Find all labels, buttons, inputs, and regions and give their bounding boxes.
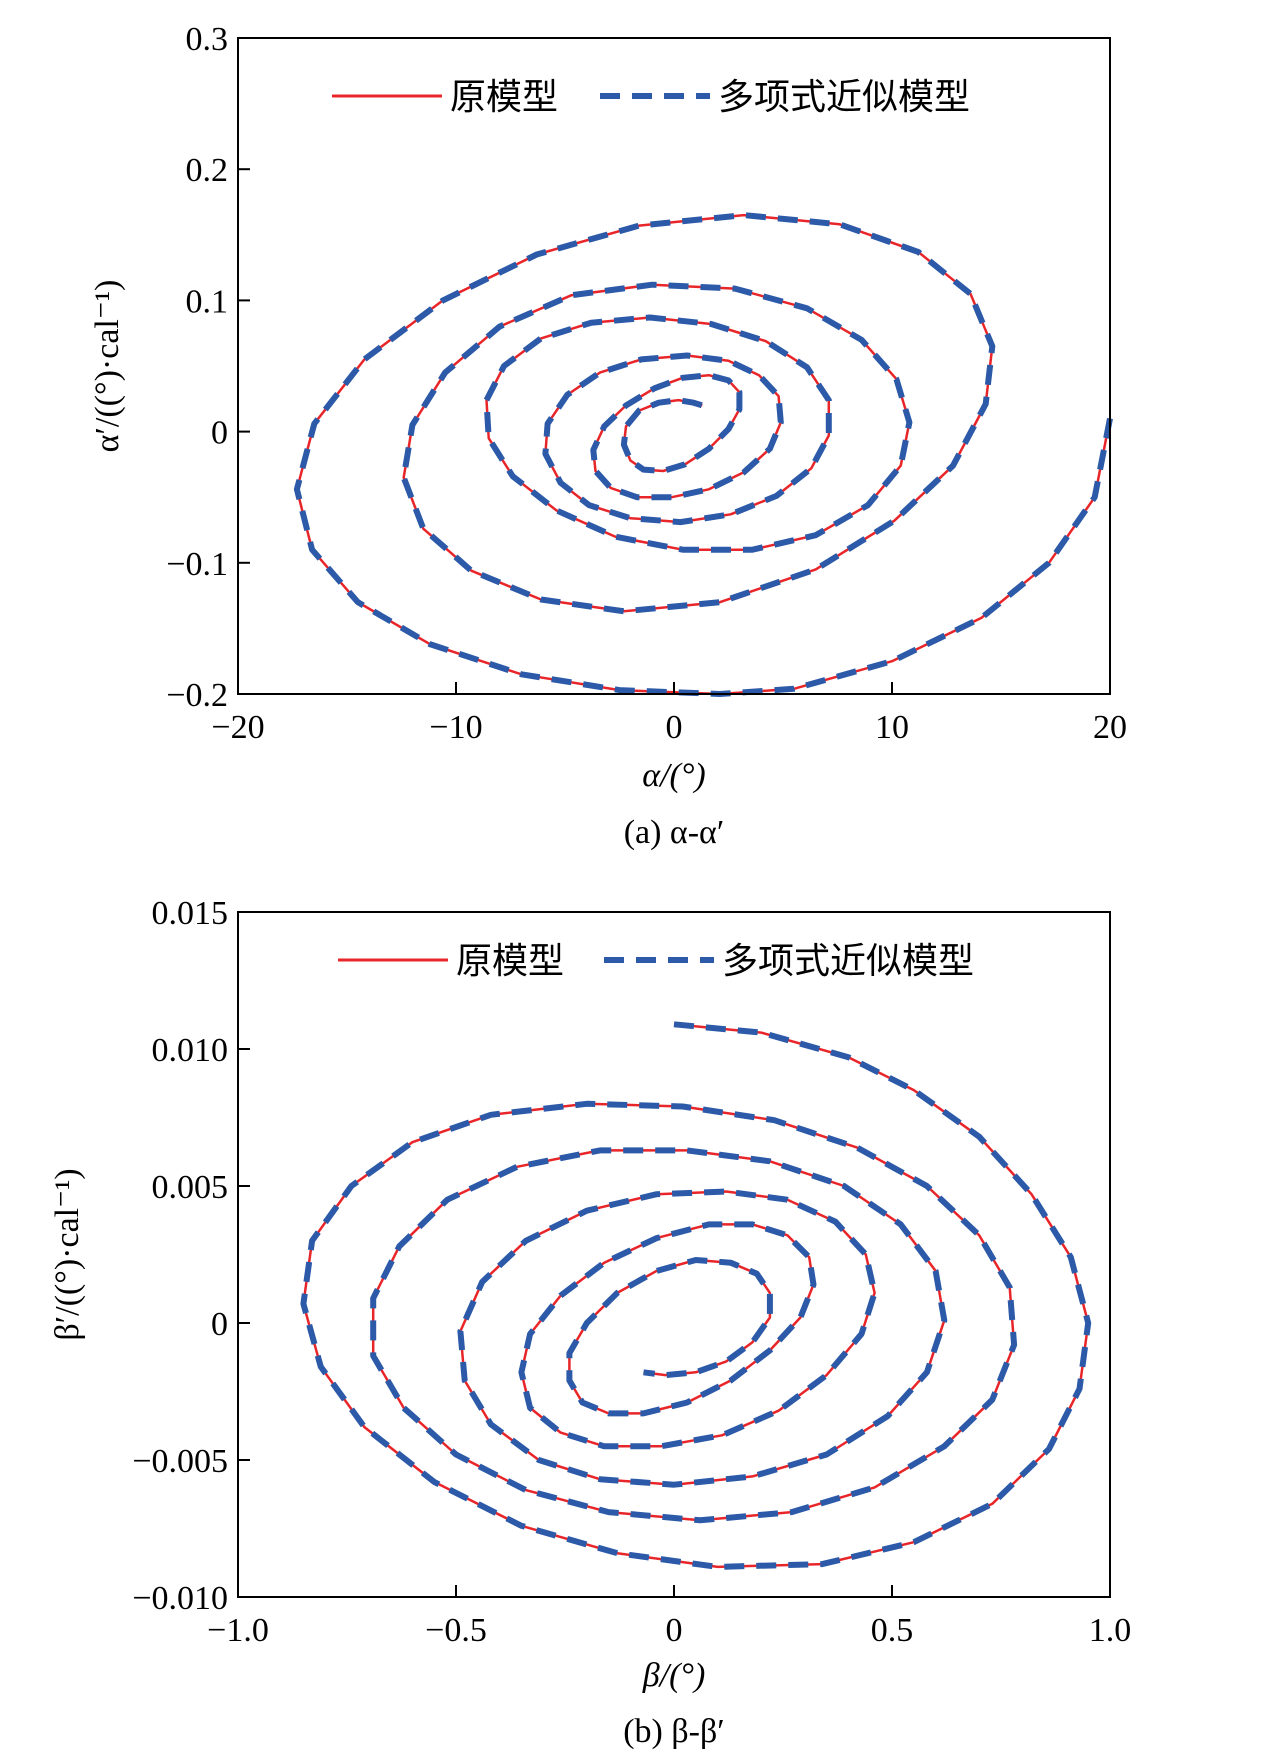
chart-a-y-axis-label: α′/((°)·cal⁻¹) xyxy=(89,280,126,453)
chart-a-series-polynomial-line xyxy=(293,212,1113,697)
chart-a-y-tick-label: 0.1 xyxy=(186,283,229,320)
chart-a-x-tick-label: 10 xyxy=(875,709,909,746)
chart-alpha: −20 −10 0 10 20 −0.2 −0.1 0 0.1 0.2 0.3 α/(°) α′/((°… xyxy=(89,21,1127,851)
chart-a-y-tick-label: 0.2 xyxy=(186,152,229,189)
chart-b-x-tick-label: 1.0 xyxy=(1089,1612,1132,1649)
chart-b-x-tick-label: −0.5 xyxy=(425,1612,487,1649)
chart-a-legend-label-original: 原模型 xyxy=(450,77,558,118)
chart-b-y-tick-label: 0.010 xyxy=(152,1032,229,1069)
chart-b-x-tick-label: −1.0 xyxy=(207,1612,269,1649)
chart-b-x-axis-label: β/(°) xyxy=(642,1657,706,1694)
chart-b-series-original-line xyxy=(302,1023,1090,1569)
chart-b-x-tick-label: 0 xyxy=(666,1612,683,1649)
chart-a-x-tick-label: 20 xyxy=(1093,709,1127,746)
chart-a-legend-label-polynomial: 多项式近似模型 xyxy=(718,77,970,118)
chart-b-plot-frame xyxy=(237,911,1111,1598)
chart-b-x-tick-label: 0.5 xyxy=(871,1612,914,1649)
chart-b-y-tick-label: −0.010 xyxy=(132,1580,228,1617)
chart-a-x-tick-label: −20 xyxy=(211,709,264,746)
chart-a-x-axis-label: α/(°) xyxy=(642,757,706,794)
chart-a-y-tick-label: 0 xyxy=(211,415,228,452)
chart-beta: −1.0 −0.5 0 0.5 1.0 −0.010 −0.005 0 0.005 0.010 0.… xyxy=(49,895,1131,1750)
chart-a-y-tick-label: 0.3 xyxy=(186,21,229,58)
chart-b-y-axis-label: β′/((°)·cal⁻¹) xyxy=(49,1168,86,1340)
chart-b-series-polynomial-line xyxy=(300,1021,1092,1570)
chart-a-plot-frame xyxy=(237,37,1111,695)
chart-b-y-tick-label: 0 xyxy=(211,1306,228,1343)
chart-a-y-tick-label: −0.2 xyxy=(166,677,228,714)
chart-a-caption: (a) α-α′ xyxy=(624,814,725,851)
chart-a-x-tick-label: 0 xyxy=(666,709,683,746)
chart-b-caption: (b) β-β′ xyxy=(623,1713,725,1750)
chart-b-y-tick-label: 0.015 xyxy=(152,895,229,932)
chart-b-legend-label-polynomial: 多项式近似模型 xyxy=(722,941,974,982)
chart-a-y-tick-label: −0.1 xyxy=(166,546,228,583)
chart-a-x-tick-label: −10 xyxy=(429,709,482,746)
chart-b-y-tick-label: −0.005 xyxy=(132,1443,228,1480)
chart-b-y-tick-label: 0.005 xyxy=(152,1169,229,1206)
chart-b-legend-label-original: 原模型 xyxy=(456,941,564,982)
